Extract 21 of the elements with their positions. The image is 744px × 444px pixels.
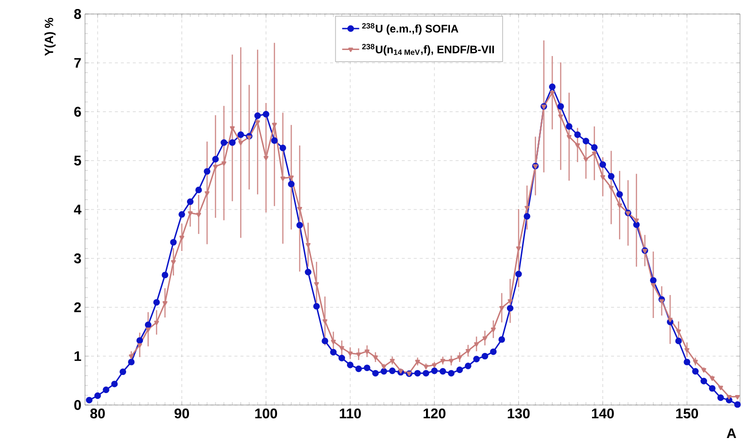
y-tick-label: 3 (74, 253, 81, 264)
y-tick-label: 6 (74, 106, 81, 117)
y-tick-label: 5 (74, 156, 82, 166)
x-tick-label: 140 (592, 408, 614, 418)
x-axis-title: A (726, 428, 736, 438)
y-tick-label: 7 (74, 58, 81, 68)
x-tick-label: 90 (174, 408, 190, 418)
y-tick-label: 1 (74, 351, 82, 361)
x-tick-label: 150 (676, 408, 698, 418)
y-tick-label: 8 (74, 9, 82, 19)
y-tick-label: 2 (74, 302, 81, 312)
x-tick-label: 100 (255, 408, 278, 418)
y-tick-label: 0 (74, 400, 81, 410)
x-tick-label: 80 (90, 408, 105, 418)
legend-label: $^{238}$U(n$_{14 MeV}$,f), ENDF/B-VII (362, 44, 494, 56)
x-tick-label: 120 (424, 408, 446, 418)
y-tick-label: 4 (74, 204, 82, 214)
y-axis-title: Y(A) % (44, 18, 56, 56)
legend-label: $^{238}$U (e.m.,f) SOFIA (362, 23, 458, 35)
x-tick-label: 110 (340, 408, 361, 418)
x-tick-label: 130 (508, 408, 530, 418)
